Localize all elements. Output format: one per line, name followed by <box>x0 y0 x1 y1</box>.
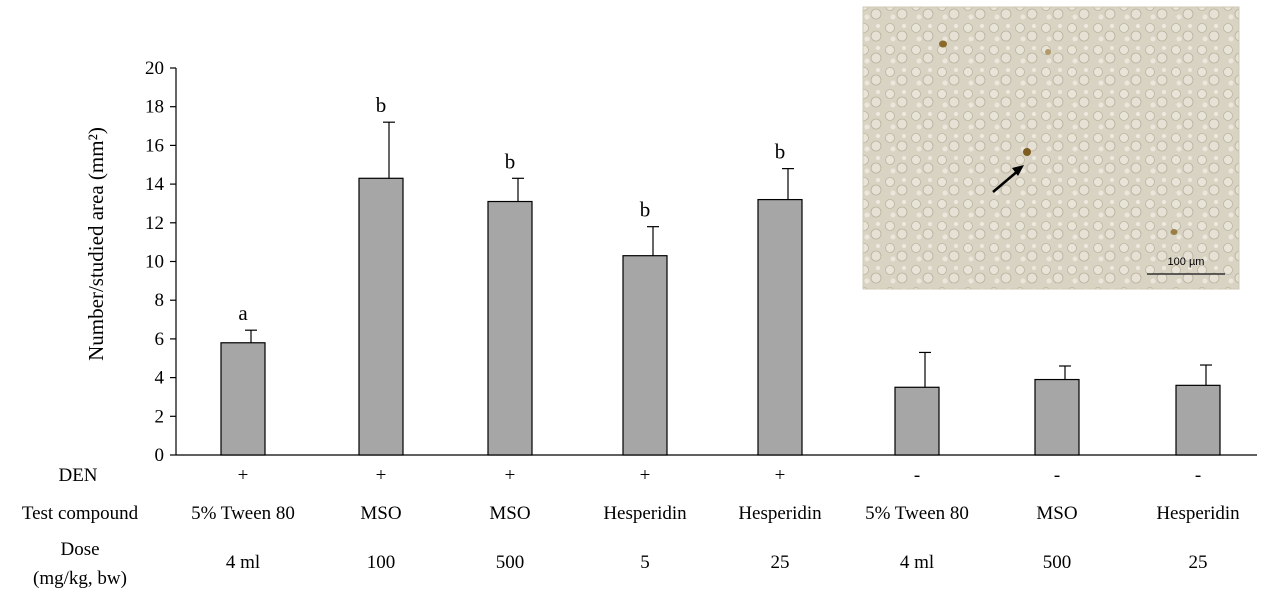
row-label-den: DEN <box>58 465 97 486</box>
bars <box>220 177 1221 456</box>
y-tick-label: 12 <box>145 213 164 234</box>
dose-label: 25 <box>1189 552 1208 573</box>
compound-label: Hesperidin <box>738 503 822 524</box>
dose-label: 5 <box>640 552 650 573</box>
y-axis-title: Number/studied area (mm²) <box>84 127 108 361</box>
significance-letter: b <box>775 140 786 164</box>
error-bars <box>245 121 1212 388</box>
significance-letter: b <box>640 198 651 222</box>
den-label: - <box>914 465 920 486</box>
y-tick-label: 14 <box>145 174 165 195</box>
bar <box>894 386 940 456</box>
scale-bar-label: 100 µm <box>1168 256 1205 268</box>
den-label: + <box>505 465 516 486</box>
y-tick-label: 2 <box>155 406 165 427</box>
dose-label: 100 <box>367 552 396 573</box>
compound-label: Hesperidin <box>603 503 687 524</box>
compound-label: 5% Tween 80 <box>191 503 295 524</box>
bar <box>487 200 533 456</box>
y-tick-label: 16 <box>145 135 164 156</box>
den-label: + <box>376 465 387 486</box>
y-tick-label: 18 <box>145 97 164 118</box>
bar <box>358 177 404 456</box>
bar <box>622 255 668 456</box>
inset-micrograph: 100 µm <box>862 6 1240 290</box>
bar <box>220 342 266 456</box>
row-label-dose-line1: Dose <box>60 539 99 560</box>
y-tick-label: 6 <box>155 329 165 350</box>
dose-label: 500 <box>1043 552 1072 573</box>
row-label-compound: Test compound <box>22 503 139 524</box>
inset-arrowhead <box>1012 165 1024 176</box>
significance-letters: a b b b b <box>238 93 785 325</box>
significance-letter: a <box>238 301 248 325</box>
inset-arrow <box>992 169 1020 193</box>
bar <box>1034 378 1080 456</box>
y-tick-label: 8 <box>155 290 165 311</box>
y-tick-label: 4 <box>155 368 165 389</box>
y-tick-label: 0 <box>155 445 165 466</box>
significance-letter: b <box>505 149 516 173</box>
dose-label: 25 <box>771 552 790 573</box>
y-ticks: 0 2 4 6 8 10 12 14 16 18 20 <box>145 58 176 466</box>
den-label: - <box>1195 465 1201 486</box>
compound-label: MSO <box>489 503 530 524</box>
compound-label: Hesperidin <box>1156 503 1240 524</box>
y-tick-label: 10 <box>145 252 164 273</box>
dose-label: 4 ml <box>226 552 260 573</box>
den-label: + <box>238 465 249 486</box>
den-label: + <box>775 465 786 486</box>
bar <box>1175 384 1221 456</box>
category-rows: +5% Tween 80 4 ml + MSO 100 + MSO 500 + Hesperidi… <box>191 465 1240 573</box>
significance-letter: b <box>376 93 387 117</box>
y-tick-label: 20 <box>145 58 164 79</box>
den-label: + <box>640 465 651 486</box>
compound-label: 5% Tween 80 <box>865 503 969 524</box>
dose-label: 4 ml <box>900 552 934 573</box>
bar <box>757 198 803 456</box>
dose-label: 500 <box>496 552 525 573</box>
compound-label: MSO <box>360 503 401 524</box>
row-label-dose-line2: (mg/kg, bw) <box>33 568 127 589</box>
compound-label: MSO <box>1036 503 1077 524</box>
den-label: - <box>1054 465 1060 486</box>
